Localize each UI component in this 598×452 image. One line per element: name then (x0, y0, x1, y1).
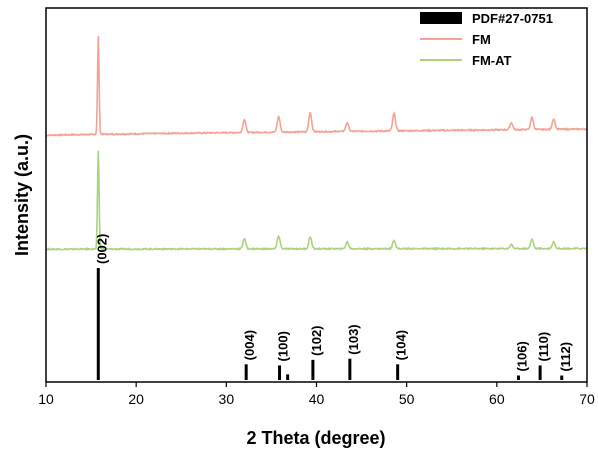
legend-entry-label: PDF#27-0751 (472, 11, 553, 26)
reference-peak-label: (103) (346, 324, 361, 354)
x-tick-label: 30 (219, 391, 235, 407)
plot-area: (002) (004) (100) (102) (103) (104) (106) (110)… (45, 36, 588, 380)
x-tick-label: 20 (128, 391, 144, 407)
series-line-fm-at (45, 150, 588, 251)
legend-entry-label: FM-AT (472, 53, 512, 68)
reference-peak-label: (106) (514, 341, 529, 371)
reference-peak-label: (002) (94, 234, 109, 264)
reference-peak-label: (110) (536, 332, 551, 362)
x-tick-label: 50 (399, 391, 415, 407)
reference-peak-label: (104) (394, 330, 409, 360)
x-tick-label: 60 (489, 391, 505, 407)
legend-entry-label: FM (472, 32, 491, 47)
x-tick-label: 70 (579, 391, 595, 407)
series-line-fm (45, 36, 588, 137)
x-tick-label: 10 (38, 391, 54, 407)
legend: PDF#27-0751 FM FM-AT (420, 11, 553, 68)
x-tick-label: 40 (309, 391, 325, 407)
reference-peak-label: (112) (558, 342, 573, 372)
reference-peak-label: (102) (309, 325, 324, 355)
reference-peak-label: (004) (242, 330, 257, 360)
y-axis-title: Intensity (a.u.) (12, 134, 32, 256)
reference-peak-label: (100) (276, 331, 291, 361)
x-axis-title: 2 Theta (degree) (246, 428, 385, 448)
legend-swatch (420, 12, 462, 24)
x-axis: 10 20 30 40 50 60 70 (38, 382, 595, 407)
